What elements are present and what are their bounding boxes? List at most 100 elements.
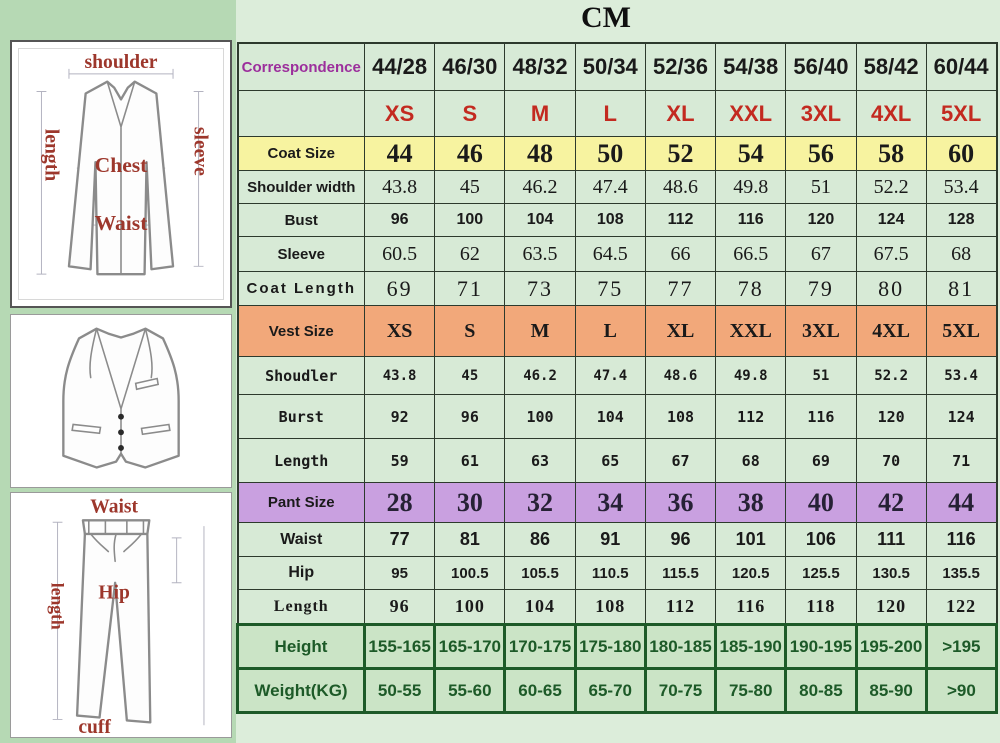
size-cell: 28 xyxy=(363,482,436,523)
row-label: Shoulder width xyxy=(237,170,365,204)
size-cell: 66 xyxy=(644,236,717,272)
size-cell: 80 xyxy=(855,271,927,306)
size-cell: 32 xyxy=(504,482,576,523)
row-label: Coat Length xyxy=(237,271,365,306)
size-cell: 116 xyxy=(715,203,787,237)
row-label: Length xyxy=(237,438,365,483)
size-cell: 52.2 xyxy=(855,170,927,204)
table-row: Coat Length 69 71 73 75 77 78 79 80 81 xyxy=(237,271,998,306)
size-cell: 100 xyxy=(434,589,506,625)
jacket-shoulder-label: shoulder xyxy=(84,52,157,73)
size-cell: 124 xyxy=(925,394,998,439)
size-cell: 101 xyxy=(715,522,787,557)
size-cell: 46/30 xyxy=(434,42,506,91)
size-cell: 5XL xyxy=(925,90,998,137)
size-cell: 128 xyxy=(925,203,998,237)
row-label: Vest Size xyxy=(237,305,365,357)
table-row: Coat Size 44 46 48 50 52 54 56 58 60 xyxy=(237,136,998,171)
size-cell: XL xyxy=(644,90,717,137)
size-cell: XS xyxy=(363,305,436,357)
size-cell: 120 xyxy=(785,203,857,237)
size-cell: 61 xyxy=(434,438,506,483)
size-cell: 195-200 xyxy=(854,623,928,670)
vest-diagram-box xyxy=(10,314,232,488)
size-cell: 120 xyxy=(855,394,927,439)
table-row: Correspondence 44/28 46/30 48/32 50/34 52/36 5… xyxy=(237,42,998,91)
size-cell: L xyxy=(574,305,646,357)
size-cell: 70 xyxy=(855,438,927,483)
size-cell: 64.5 xyxy=(574,236,646,272)
jacket-chest-label: Chest xyxy=(95,153,149,177)
row-label: Coat Size xyxy=(237,136,365,171)
size-cell: 65 xyxy=(574,438,646,483)
size-cell: 67 xyxy=(644,438,717,483)
size-cell: 47.4 xyxy=(574,170,646,204)
size-cell: 3XL xyxy=(785,90,857,137)
size-cell: 55-60 xyxy=(433,667,507,714)
size-cell: L xyxy=(574,90,646,137)
size-cell: 115.5 xyxy=(644,556,717,590)
size-cell: 110.5 xyxy=(574,556,646,590)
size-cell: 52 xyxy=(644,136,717,171)
size-cell: 120.5 xyxy=(715,556,787,590)
jacket-diagram-box: shoulder length sleeve Chest Waist xyxy=(10,40,232,308)
size-cell: 50/34 xyxy=(574,42,646,91)
size-cell: S xyxy=(434,90,506,137)
chart-title: CM xyxy=(581,1,631,34)
size-cell: 108 xyxy=(644,394,717,439)
size-cell: 5XL xyxy=(925,305,998,357)
size-cell: 68 xyxy=(715,438,787,483)
size-cell: 48/32 xyxy=(504,42,576,91)
size-cell: 120 xyxy=(855,589,927,625)
size-cell: M xyxy=(504,90,576,137)
size-cell: 42 xyxy=(855,482,927,523)
size-cell: 51 xyxy=(785,170,857,204)
size-cell: 135.5 xyxy=(925,556,998,590)
size-cell: 100.5 xyxy=(434,556,506,590)
size-cell: 67 xyxy=(785,236,857,272)
size-cell: 46.2 xyxy=(504,356,576,395)
size-cell: 185-190 xyxy=(714,623,788,670)
table-row: Length 96 100 104 108 112 116 118 120 122 xyxy=(237,589,998,625)
size-cell: 80-85 xyxy=(784,667,858,714)
size-cell: 60/44 xyxy=(925,42,998,91)
table-row: Shoulder width 43.8 45 46.2 47.4 48.6 49.8 51 52… xyxy=(237,170,998,204)
size-cell: 44 xyxy=(925,482,998,523)
size-cell: 79 xyxy=(785,271,857,306)
size-cell: 106 xyxy=(785,522,857,557)
size-cell: 104 xyxy=(504,203,576,237)
size-cell: 54 xyxy=(715,136,787,171)
size-cell: 45 xyxy=(434,356,506,395)
table-row: Burst 92 96 100 104 108 112 116 120 124 xyxy=(237,394,998,439)
size-cell: XXL xyxy=(715,90,787,137)
size-cell: 86 xyxy=(504,522,576,557)
row-label: Height xyxy=(236,623,366,670)
size-cell: 49.8 xyxy=(715,170,787,204)
size-cell: 112 xyxy=(715,394,787,439)
size-cell: 53.4 xyxy=(925,170,998,204)
size-cell: 71 xyxy=(925,438,998,483)
size-cell: 75-80 xyxy=(714,667,788,714)
size-cell: XL xyxy=(644,305,717,357)
size-cell: 77 xyxy=(644,271,717,306)
row-label: Correspondence xyxy=(237,42,365,91)
size-cell: 60.5 xyxy=(363,236,436,272)
size-cell: 58/42 xyxy=(855,42,927,91)
size-cell: 60 xyxy=(925,136,998,171)
size-cell: 69 xyxy=(785,438,857,483)
table-row: Pant Size 28 30 32 34 36 38 40 42 44 xyxy=(237,482,998,523)
size-cell: 40 xyxy=(785,482,857,523)
size-cell: 50 xyxy=(574,136,646,171)
size-cell: 43.8 xyxy=(363,356,436,395)
size-cell: 48.6 xyxy=(644,170,717,204)
size-cell: XXL xyxy=(715,305,787,357)
table-row: Height 155-165 165-170 170-175 175-180 180-18… xyxy=(236,623,999,670)
size-cell: 52.2 xyxy=(855,356,927,395)
size-cell: 92 xyxy=(363,394,436,439)
size-cell: 48.6 xyxy=(644,356,717,395)
row-label: Bust xyxy=(237,203,365,237)
table-row: Bust 96 100 104 108 112 116 120 124 128 xyxy=(237,203,998,237)
size-cell: 190-195 xyxy=(784,623,858,670)
jacket-diagram-frame xyxy=(18,48,224,300)
size-cell: 77 xyxy=(363,522,436,557)
